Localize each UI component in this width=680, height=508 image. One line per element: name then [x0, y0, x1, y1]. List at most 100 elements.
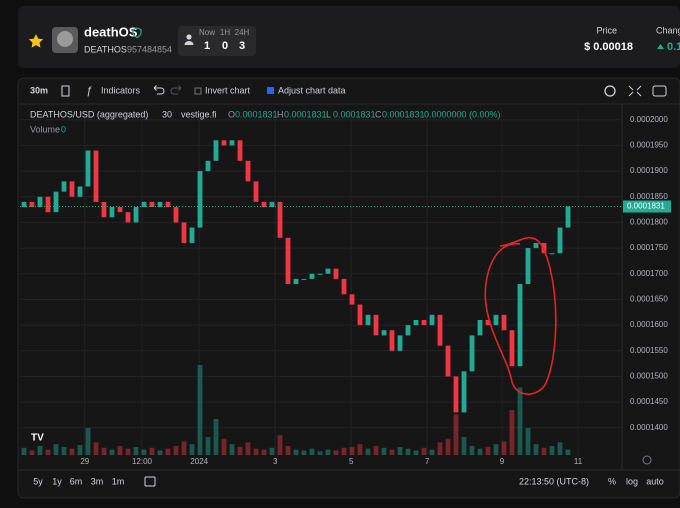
scale-button[interactable]: auto: [646, 476, 664, 486]
volume-bar: [509, 410, 515, 455]
volume-bar: [269, 447, 275, 455]
candle: [341, 278, 347, 295]
last-price-label: 0.0001831: [627, 202, 665, 211]
y-tick-label: 0.0001900: [630, 166, 668, 175]
volume-bar: [533, 444, 539, 455]
volume-bar: [357, 444, 363, 455]
scale-button[interactable]: log: [626, 476, 638, 486]
adjust-checkbox[interactable]: [267, 87, 274, 94]
settings-button[interactable]: [604, 85, 616, 97]
volume-bar: [61, 446, 67, 455]
fullscreen-button[interactable]: [628, 85, 642, 97]
volume-bar: [525, 428, 531, 455]
volume-bar: [77, 445, 83, 455]
volume-bar: [565, 449, 571, 455]
ohlc-key: C: [375, 109, 382, 119]
volume-bar: [101, 447, 107, 455]
range-button[interactable]: 1y: [52, 476, 62, 486]
volume-bar: [197, 365, 203, 455]
candle: [93, 150, 99, 202]
indicators-button[interactable]: Indicators: [101, 85, 141, 95]
volume-bar: [205, 437, 211, 455]
volume-bar: [421, 447, 427, 455]
holders-value: 0: [222, 40, 228, 52]
candle: [173, 207, 179, 223]
bottom-bar: 5y 1y 6m 3m 1m 22:13:50 (UTC-8)% log auto: [33, 476, 664, 486]
candle: [285, 237, 291, 285]
candle: [333, 268, 339, 279]
volume-bar: [381, 447, 387, 455]
token-name: deathOS: [84, 24, 138, 39]
axis-settings[interactable]: [642, 455, 652, 465]
candle: [365, 314, 371, 326]
interval-button[interactable]: 30m: [30, 85, 48, 95]
y-tick-label: 0.0001400: [630, 423, 668, 432]
ohlc-key: O: [228, 109, 235, 119]
volume-bar: [21, 447, 27, 455]
volume-bar: [285, 446, 291, 455]
volume-bar: [517, 387, 523, 455]
candle: [125, 212, 131, 223]
date-range-button[interactable]: [144, 476, 156, 487]
candle: [189, 227, 195, 243]
candle: [565, 206, 571, 228]
y-tick-label: 0.0001750: [630, 243, 668, 252]
y-tick-label: 0.0001450: [630, 397, 668, 406]
y-tick-label: 0.0001550: [630, 346, 668, 355]
candle: [61, 181, 67, 192]
volume-bar: [189, 444, 195, 455]
volume-bar: [149, 447, 155, 455]
volume-bar: [477, 448, 483, 455]
volume-bar: [109, 449, 115, 455]
volume-bar: [445, 438, 451, 455]
candle: [501, 314, 507, 331]
y-tick-label: 0.0001800: [630, 218, 668, 227]
candle: [261, 201, 267, 208]
snapshot-button[interactable]: [652, 85, 667, 97]
holders-icon: [186, 34, 192, 40]
volume-bar: [277, 435, 283, 455]
range-button[interactable]: 3m: [91, 476, 104, 486]
candle: [381, 330, 387, 336]
volume-bar: [125, 448, 131, 455]
last-price-tag: [623, 200, 671, 213]
volume-bar: [429, 449, 435, 455]
volume-bar: [365, 448, 371, 455]
legend-source: vestige.fi: [181, 109, 217, 119]
volume-bar: [389, 449, 395, 455]
candle: [253, 181, 259, 202]
range-button[interactable]: 6m: [70, 476, 83, 486]
volume-bar: [501, 441, 507, 455]
y-tick-label: 0.0001950: [630, 141, 668, 150]
volume-bar: [165, 448, 171, 455]
candle: [133, 207, 139, 223]
tv-logo-text: TV: [31, 433, 44, 444]
candle: [445, 345, 451, 377]
range-button[interactable]: 5y: [33, 476, 43, 486]
volume-bar: [29, 450, 35, 455]
candle: [437, 314, 443, 346]
candle: [485, 319, 491, 326]
holders-icon-body: [184, 41, 194, 45]
undo-button[interactable]: [153, 85, 165, 95]
volume-bar: [437, 442, 443, 455]
candle: [53, 191, 59, 213]
candle: [429, 314, 435, 326]
candle: [509, 330, 515, 367]
candle: [149, 201, 155, 208]
volume-value: 0: [61, 124, 66, 134]
candle: [397, 335, 403, 351]
candle: [325, 268, 331, 274]
volume-bar: [373, 446, 379, 455]
redo-button[interactable]: [170, 85, 182, 95]
ohlc-value: 0.0001831: [284, 109, 327, 119]
scale-button[interactable]: %: [608, 476, 616, 486]
invert-checkbox[interactable]: [194, 87, 202, 95]
favorite-star[interactable]: [28, 34, 44, 48]
candle-type-icon[interactable]: [61, 85, 70, 97]
candle: [389, 330, 395, 351]
range-button[interactable]: 1m: [112, 476, 125, 486]
ohlc-value: 0.0001831: [382, 109, 425, 119]
candle: [245, 160, 251, 182]
